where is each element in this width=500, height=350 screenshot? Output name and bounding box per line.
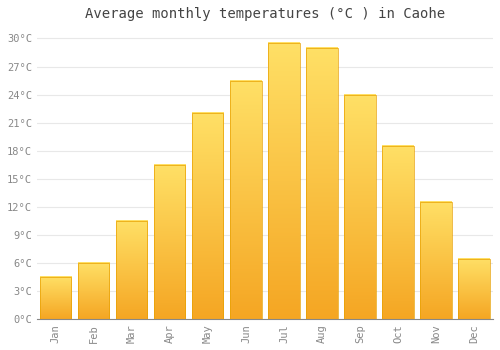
Bar (154, 165, 186, 320)
Bar (230, 80, 262, 320)
Bar (344, 94, 376, 320)
Bar (192, 113, 224, 320)
Bar (306, 48, 338, 320)
Bar (458, 259, 490, 320)
Bar (116, 221, 148, 320)
Bar (78, 263, 110, 320)
Bar (268, 43, 300, 320)
Title: Average monthly temperatures (°C ) in Caohe: Average monthly temperatures (°C ) in Ca… (85, 7, 445, 21)
Bar (382, 146, 414, 320)
Bar (40, 277, 72, 320)
Bar (420, 202, 452, 320)
